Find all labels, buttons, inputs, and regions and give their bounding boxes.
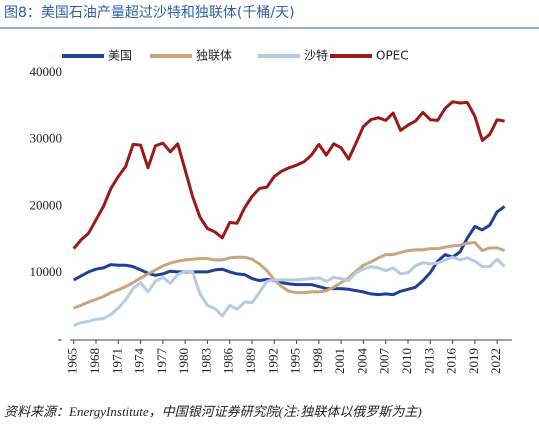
x-tick-label: 1974 — [132, 348, 147, 375]
y-tick-label: 20000 — [30, 197, 63, 212]
x-tick-label: 2007 — [377, 348, 392, 375]
x-tick-label: 1989 — [243, 348, 258, 374]
x-tick-label: 1998 — [310, 348, 325, 374]
x-tick-label: 2022 — [488, 348, 503, 374]
y-tick-label: 30000 — [30, 131, 63, 146]
legend-label: OPEC — [376, 49, 409, 63]
x-tick-label: 1977 — [154, 348, 169, 375]
y-tick-label: 40000 — [30, 64, 63, 79]
x-tick-label: 1968 — [87, 348, 102, 374]
series-line — [73, 255, 506, 327]
x-tick-label: 2004 — [354, 348, 369, 375]
x-tick-label: 2019 — [466, 348, 481, 374]
x-tick-label: 1980 — [176, 348, 191, 374]
legend-label: 独联体 — [196, 49, 232, 63]
series-line — [72, 100, 505, 250]
x-tick-label: 2001 — [332, 348, 347, 374]
legend-label: 沙特 — [304, 48, 328, 63]
y-tick-label: 10000 — [30, 264, 63, 279]
x-tick-label: 2010 — [399, 348, 414, 374]
chart-title: 图8：美国石油产量超过沙特和独联体(千桶/天) — [4, 5, 295, 21]
series-line — [73, 241, 506, 310]
x-tick-label: 1995 — [288, 348, 303, 374]
y-tick-label: - — [58, 331, 62, 346]
x-tick-label: 1986 — [221, 348, 236, 375]
x-tick-label: 2013 — [421, 348, 436, 374]
x-tick-label: 1971 — [109, 348, 124, 374]
legend-label: 美国 — [108, 49, 132, 63]
x-tick-label: 1992 — [265, 348, 280, 374]
series-line — [72, 205, 506, 297]
x-tick-label: 1965 — [65, 348, 80, 374]
x-tick-label: 2016 — [444, 348, 459, 375]
source-note: 资料来源：EnergyInstitute，中国银河证券研究院(注:独联体以俄罗斯… — [4, 404, 422, 419]
x-tick-label: 1983 — [198, 348, 213, 374]
